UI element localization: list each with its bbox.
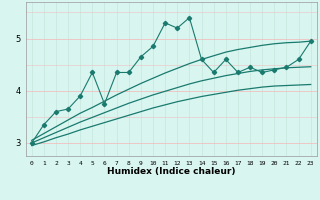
X-axis label: Humidex (Indice chaleur): Humidex (Indice chaleur) [107, 167, 236, 176]
